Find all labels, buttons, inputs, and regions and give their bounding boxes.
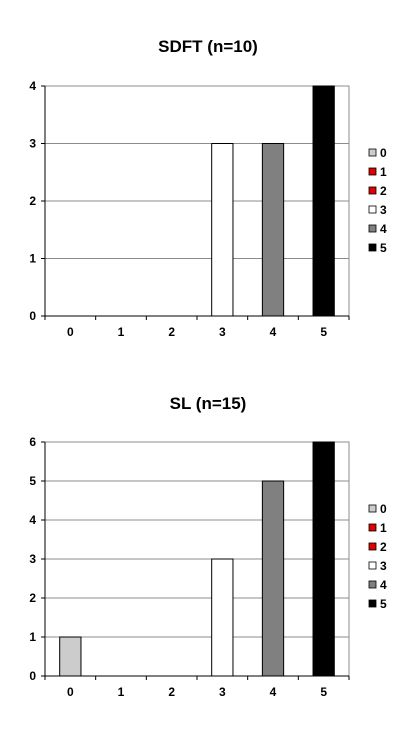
legend-label: 0 [380,502,387,516]
bar-4 [261,143,285,317]
bar-5 [312,85,335,317]
x-tick-label: 2 [168,685,175,699]
y-tick-label: 2 [29,194,36,208]
y-tick-label: 1 [29,630,36,644]
legend-label: 2 [380,184,387,198]
y-tick-label: 2 [29,591,36,605]
y-tick-label: 4 [29,79,36,93]
y-tick-label: 6 [29,435,36,449]
legend: 0 1 2 3 4 5 [368,146,387,255]
legend-label: 5 [380,241,387,255]
legend-swatch-5 [368,599,377,608]
y-tick-label: 0 [29,669,36,683]
chart-sl: SL (n=15) 0 1 2 3 4 5 6 0 1 2 3 4 5 0 1 2 3 4 5 [29,394,387,699]
bar-4 [261,480,285,677]
x-tick-label: 3 [219,325,226,339]
x-tick-label: 5 [320,325,327,339]
legend-label: 1 [380,165,387,179]
legend-label: 0 [380,146,387,160]
bar-5 [312,441,335,677]
bar-3 [211,558,234,677]
legend-swatch-5 [368,243,377,252]
legend-swatch-2 [368,542,377,551]
bar-0 [59,636,82,677]
legend-swatch-4 [368,224,377,233]
legend-swatch-1 [368,167,377,176]
y-tick-label: 3 [29,137,36,151]
x-tick-label: 4 [270,325,277,339]
legend-label: 2 [380,540,387,554]
y-tick-label: 5 [29,474,36,488]
legend-swatch-4 [368,580,377,589]
chart-title: SL (n=15) [170,394,247,413]
x-tick-label: 2 [168,325,175,339]
y-tick-label: 1 [29,252,36,266]
legend-swatch-3 [368,561,377,570]
bar-3 [211,143,234,317]
legend-swatch-3 [368,205,377,214]
legend-label: 3 [380,203,387,217]
legend-label: 4 [380,222,387,236]
y-tick-label: 0 [29,309,36,323]
x-tick-label: 1 [118,685,125,699]
x-tick-label: 1 [118,325,125,339]
x-tick-label: 5 [320,685,327,699]
x-tick-label: 4 [270,685,277,699]
y-tick-label: 4 [29,513,36,527]
legend-swatch-2 [368,186,377,195]
y-tick-label: 3 [29,552,36,566]
legend-label: 5 [380,597,387,611]
legend-swatch-0 [368,148,377,157]
legend-swatch-0 [368,504,377,513]
x-tick-label: 0 [67,685,74,699]
chart-sdft: SDFT (n=10) 0 1 2 3 4 0 1 2 3 4 5 0 1 2 3 4 5 [29,37,387,339]
x-tick-label: 3 [219,685,226,699]
x-tick-label: 0 [67,325,74,339]
legend-swatch-1 [368,523,377,532]
legend-label: 4 [380,578,387,592]
legend: 0 1 2 3 4 5 [368,502,387,611]
legend-label: 3 [380,559,387,573]
chart-title: SDFT (n=10) [158,37,258,56]
legend-label: 1 [380,521,387,535]
